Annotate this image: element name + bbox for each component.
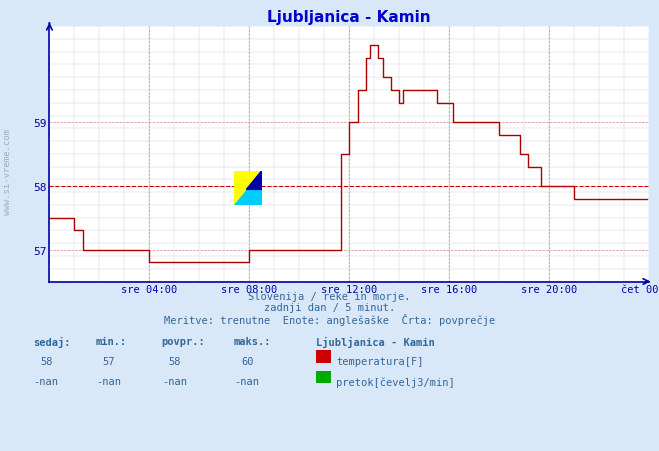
Text: sedaj:: sedaj: xyxy=(33,336,71,347)
Text: Meritve: trenutne  Enote: anglešaške  Črta: povprečje: Meritve: trenutne Enote: anglešaške Črta… xyxy=(164,313,495,326)
Text: Slovenija / reke in morje.: Slovenija / reke in morje. xyxy=(248,291,411,301)
Polygon shape xyxy=(234,171,262,205)
Title: Ljubljanica - Kamin: Ljubljanica - Kamin xyxy=(268,9,431,24)
Text: Ljubljanica - Kamin: Ljubljanica - Kamin xyxy=(316,336,435,347)
Text: 58: 58 xyxy=(169,356,181,366)
Polygon shape xyxy=(246,171,262,190)
Text: www.si-vreme.com: www.si-vreme.com xyxy=(3,129,13,214)
Text: -nan: -nan xyxy=(235,377,260,387)
Text: 60: 60 xyxy=(241,356,253,366)
Text: -nan: -nan xyxy=(162,377,187,387)
Text: 58: 58 xyxy=(40,356,52,366)
Text: povpr.:: povpr.: xyxy=(161,336,205,346)
Text: zadnji dan / 5 minut.: zadnji dan / 5 minut. xyxy=(264,302,395,312)
Text: temperatura[F]: temperatura[F] xyxy=(336,356,424,366)
Text: min.:: min.: xyxy=(96,336,127,346)
Text: -nan: -nan xyxy=(96,377,121,387)
Text: maks.:: maks.: xyxy=(234,336,272,346)
Text: 57: 57 xyxy=(103,356,115,366)
Text: -nan: -nan xyxy=(34,377,59,387)
Polygon shape xyxy=(234,171,262,205)
Text: pretok[čevelj3/min]: pretok[čevelj3/min] xyxy=(336,377,455,387)
